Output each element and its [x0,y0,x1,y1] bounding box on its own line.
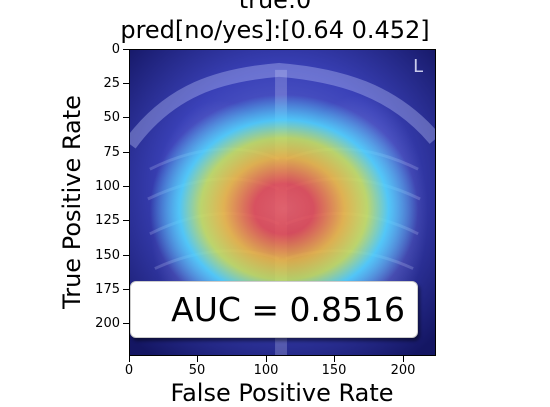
xtick-mark [266,356,267,362]
xtick-mark [403,356,404,362]
xtick-mark [129,356,130,362]
heatmap-activation [149,94,419,324]
ytick-mark [123,186,129,187]
ytick-mark [123,289,129,290]
ytick-label: 150 [95,248,120,263]
ytick-mark [123,255,129,256]
ytick-mark [123,49,129,50]
shoulder-outline [130,62,435,149]
xtick-label: 0 [124,363,134,378]
y-axis-label: True Positive Rate [58,95,86,309]
auc-value-text: AUC = 0.8516 [171,290,405,329]
ytick-mark [123,220,129,221]
ytick-label: 75 [103,145,120,160]
x-axis-label: False Positive Rate [170,379,394,407]
xtick-label: 100 [253,363,279,378]
chart-title-line-1: true:0 [238,0,312,14]
chart-title-line-2: pred[no/yes]:[0.64 0.452] [120,16,430,44]
xtick-label: 50 [188,363,206,378]
ytick-mark [123,152,129,153]
xtick-label: 200 [390,363,416,378]
ytick-mark [123,323,129,324]
ytick-label: 50 [103,110,120,125]
xtick-label: 150 [321,363,347,378]
ytick-label: 25 [103,76,120,91]
ytick-label: 200 [95,316,120,331]
side-marker-label: L [413,56,423,77]
ytick-label: 0 [111,42,120,57]
xtick-mark [334,356,335,362]
ytick-label: 125 [95,213,120,228]
ytick-label: 175 [95,282,120,297]
ytick-mark [123,83,129,84]
ytick-label: 100 [95,179,120,194]
ytick-mark [123,117,129,118]
xtick-mark [197,356,198,362]
auc-legend-box: AUC = 0.8516 [130,281,418,338]
